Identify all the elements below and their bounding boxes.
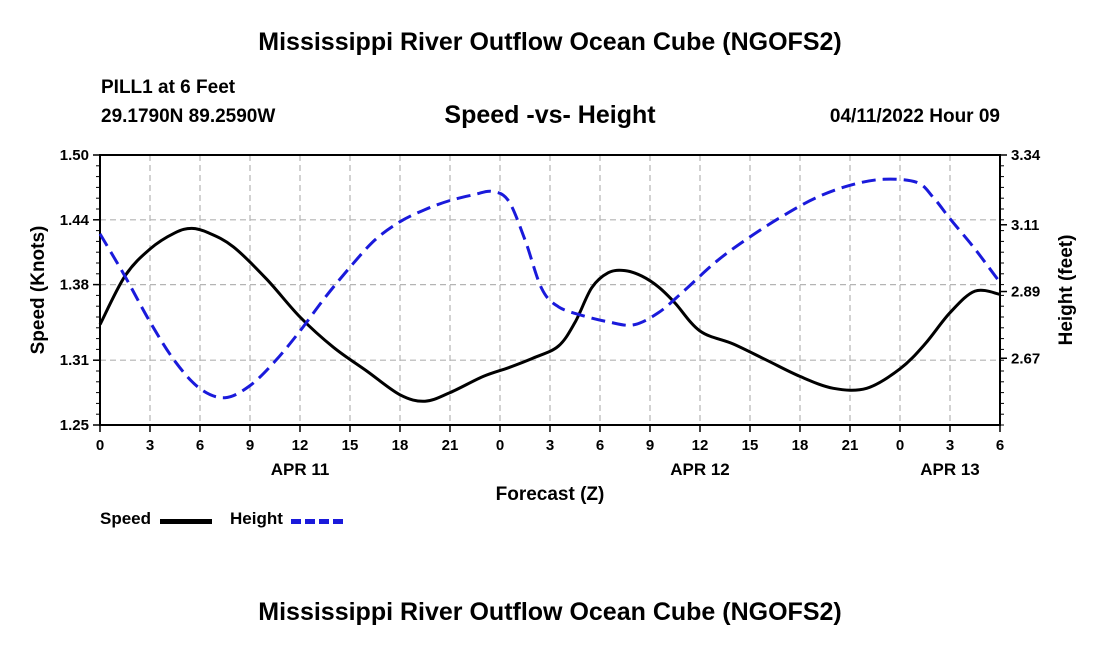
x-tick-label: 12 — [292, 437, 309, 454]
y-tick-label: 1.25 — [60, 417, 89, 434]
x-axis-title: Forecast (Z) — [496, 484, 605, 505]
x-tick-label: 3 — [146, 437, 154, 454]
y2-tick-label: 2.89 — [1011, 284, 1040, 301]
x-tick-label: 0 — [96, 437, 104, 454]
station-coordinates: 29.1790N 89.2590W — [101, 106, 276, 127]
chart-title: Mississippi River Outflow Ocean Cube (NG… — [258, 28, 842, 56]
y2-tick-label: 3.11 — [1011, 217, 1039, 234]
x-tick-label: 21 — [842, 437, 859, 454]
footer-title: Mississippi River Outflow Ocean Cube (NG… — [258, 598, 842, 626]
legend-height-label: Height — [230, 509, 283, 528]
legend-speed-swatch — [160, 519, 212, 524]
forecast-timestamp: 04/11/2022 Hour 09 — [829, 106, 1000, 127]
x-tick-label: 18 — [392, 437, 409, 454]
chart-subtitle: Speed -vs- Height — [444, 101, 656, 129]
x-tick-label: 6 — [196, 437, 204, 454]
y2-tick-label: 2.67 — [1011, 350, 1040, 367]
plot-frame — [99, 154, 1001, 426]
x-tick-label: 6 — [996, 437, 1004, 454]
y2-tick-label: 3.34 — [1011, 147, 1041, 164]
legend-speed-label: Speed — [100, 509, 152, 528]
x-tick-label: 15 — [742, 437, 759, 454]
legend-height-swatch — [291, 519, 343, 524]
x-tick-label: 15 — [342, 437, 359, 454]
series-speed-line — [98, 226, 1001, 403]
x-tick-label: 0 — [896, 437, 904, 454]
y-tick-label: 1.50 — [60, 147, 89, 164]
date-label: APR 12 — [670, 460, 730, 479]
x-tick-label: 3 — [946, 437, 954, 454]
y2-axis-title: Height (feet) — [1056, 235, 1077, 346]
series-height-line — [98, 177, 1002, 400]
date-label: APR 13 — [920, 460, 980, 479]
y-axis-title: Speed (Knots) — [28, 226, 49, 355]
x-tick-label: 12 — [692, 437, 709, 454]
date-label: APR 11 — [271, 460, 330, 479]
x-tick-label: 6 — [596, 437, 604, 454]
station-label: PILL1 at 6 Feet — [101, 77, 236, 98]
y-tick-label: 1.31 — [60, 352, 89, 369]
y-tick-label: 1.44 — [60, 212, 90, 229]
x-tick-label: 3 — [546, 437, 554, 454]
x-tick-label: 21 — [442, 437, 459, 454]
x-tick-label: 9 — [646, 437, 654, 454]
x-tick-label: 9 — [246, 437, 254, 454]
x-tick-label: 18 — [792, 437, 809, 454]
y-tick-label: 1.38 — [60, 277, 89, 294]
x-tick-label: 0 — [496, 437, 504, 454]
